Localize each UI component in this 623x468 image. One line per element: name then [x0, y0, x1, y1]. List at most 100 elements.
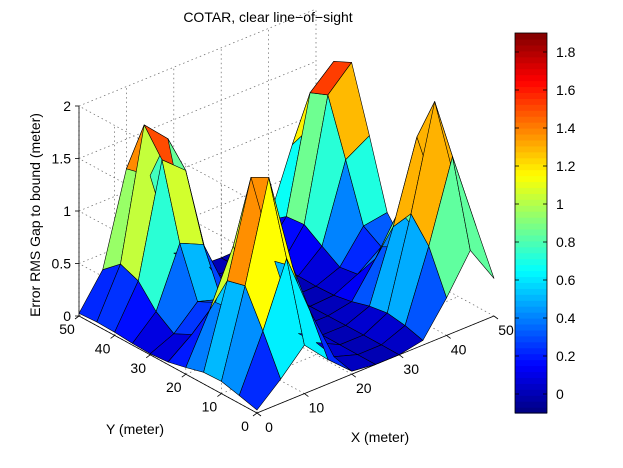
- colorbar-band: [515, 377, 547, 384]
- colorbar-tick-label: 1.6: [556, 82, 576, 98]
- z-axis-label: Error RMS Gap to bound (meter): [27, 113, 43, 317]
- colorbar-band: [515, 38, 547, 46]
- colorbar-band: [515, 110, 547, 117]
- y-tick-mark: [252, 412, 258, 417]
- colorbar-tick-label: 0.4: [556, 310, 576, 326]
- colorbar: 0 0.2 0.4 0.6 0.8 1 1.2 1.4 1.6 1.8: [514, 32, 576, 414]
- colorbar-band: [515, 187, 547, 194]
- y-tick-label: 30: [130, 360, 146, 376]
- colorbar-band: [515, 68, 547, 76]
- colorbar-band: [515, 365, 547, 373]
- x-axis-label: X (meter): [351, 429, 409, 445]
- colorbar-tick-label: 0.8: [556, 234, 576, 250]
- y-tick-mark: [145, 354, 151, 359]
- colorbar-band: [515, 246, 547, 254]
- colorbar-band: [515, 92, 547, 99]
- colorbar-band: [515, 145, 547, 153]
- colorbar-band: [515, 347, 547, 355]
- y-tick-label: 40: [95, 340, 111, 356]
- chart-title: COTAR, clear line−of−sight: [183, 9, 352, 25]
- colorbar-band: [515, 407, 547, 414]
- colorbar-band: [515, 56, 547, 64]
- colorbar-band: [515, 211, 547, 218]
- colorbar-band: [515, 329, 547, 337]
- colorbar-band: [515, 258, 547, 266]
- colorbar-band: [515, 80, 547, 88]
- colorbar-tick-label: 1: [556, 196, 564, 212]
- z-tick-label: 2: [63, 98, 71, 114]
- surface-patch: [452, 156, 495, 279]
- z-tick-label: 0.5: [52, 256, 72, 272]
- colorbar-band: [515, 128, 547, 135]
- x-tick-label: 20: [356, 380, 372, 396]
- colorbar-band: [515, 240, 547, 248]
- colorbar-band: [515, 383, 547, 390]
- x-tick-label: 50: [498, 322, 514, 338]
- colorbar-band: [515, 157, 547, 165]
- colorbar-band: [515, 193, 547, 200]
- colorbar-band: [515, 98, 547, 105]
- colorbar-band: [515, 389, 547, 396]
- y-tick-mark: [217, 393, 222, 397]
- y-axis-label: Y (meter): [106, 421, 164, 437]
- x-tick-mark: [398, 354, 404, 359]
- colorbar-band: [515, 341, 547, 349]
- colorbar-band: [515, 169, 547, 177]
- colorbar-band: [515, 104, 547, 111]
- y-tick-mark: [74, 315, 80, 320]
- x-tick-mark: [304, 393, 309, 397]
- colorbar-band: [515, 62, 547, 70]
- colorbar-band: [515, 276, 547, 283]
- surface-mesh: [78, 60, 495, 411]
- colorbar-band: [515, 252, 547, 260]
- colorbar-band: [515, 371, 547, 378]
- colorbar-band: [515, 234, 547, 242]
- colorbar-band: [515, 175, 547, 183]
- y-tick-label: 10: [202, 399, 218, 415]
- z-tick-label: 1: [63, 203, 71, 219]
- colorbar-tick-label: 0: [556, 386, 564, 402]
- colorbar-band: [515, 151, 547, 159]
- colorbar-tick-label: 1.2: [556, 158, 576, 174]
- colorbar-band: [515, 282, 547, 289]
- y-tick-label: 20: [166, 379, 182, 395]
- x-tick-mark: [493, 315, 499, 320]
- x-tick-label: 0: [265, 419, 273, 435]
- colorbar-band: [515, 181, 547, 188]
- colorbar-band: [515, 139, 547, 147]
- z-tick-label: 1.5: [52, 151, 72, 167]
- colorbar-tick-label: 1.4: [556, 120, 576, 136]
- colorbar-band: [515, 359, 547, 367]
- colorbar-band: [515, 74, 547, 82]
- x-tick-mark: [446, 335, 451, 339]
- colorbar-band: [515, 163, 547, 171]
- colorbar-band: [515, 44, 547, 52]
- x-tick-label: 30: [403, 361, 419, 377]
- colorbar-band: [515, 228, 547, 236]
- colorbar-band: [515, 300, 547, 307]
- colorbar-band: [515, 353, 547, 361]
- x-tick-mark: [351, 373, 357, 378]
- x-tick-mark: [256, 412, 262, 417]
- colorbar-band: [515, 223, 547, 230]
- y-tick-mark: [110, 335, 115, 339]
- x-tick-label: 40: [451, 341, 467, 357]
- colorbar-band: [515, 86, 547, 93]
- colorbar-band: [515, 323, 547, 331]
- colorbar-band: [515, 199, 547, 206]
- colorbar-band: [515, 122, 547, 129]
- colorbar-band: [515, 401, 547, 408]
- colorbar-band: [515, 395, 547, 402]
- colorbar-band: [515, 264, 547, 272]
- colorbar-band: [515, 205, 547, 212]
- colorbar-band: [515, 133, 547, 141]
- y-tick-label: 50: [59, 321, 75, 337]
- y-tick-mark: [181, 373, 187, 378]
- y-axis-line: [78, 315, 258, 414]
- colorbar-band: [515, 270, 547, 278]
- z-tick-label: 0: [63, 308, 71, 324]
- colorbar-band: [515, 306, 547, 313]
